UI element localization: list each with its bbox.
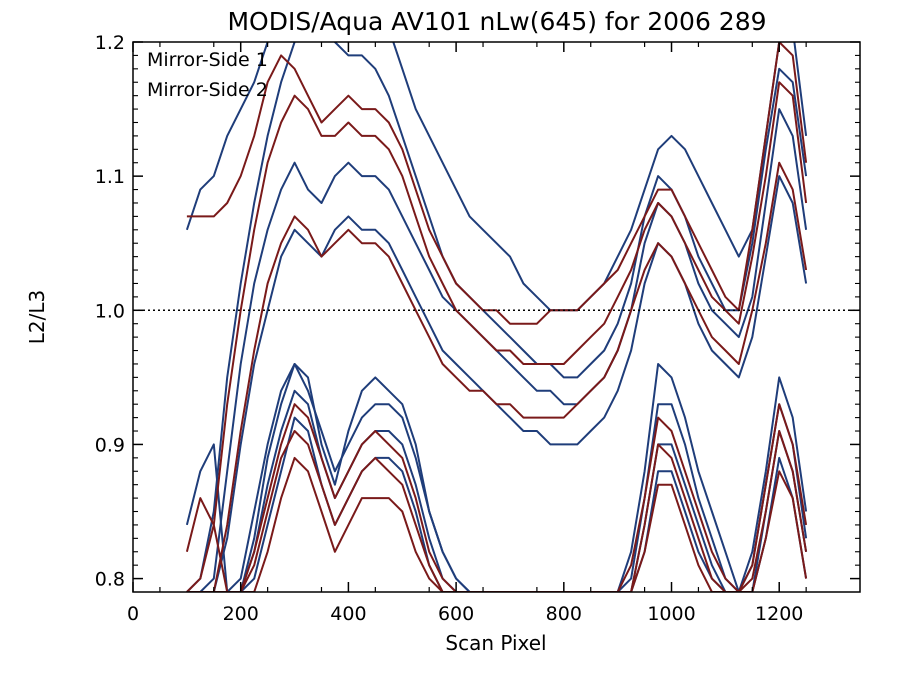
series-2-line-1 (186, 42, 808, 325)
x-tick-label: 200 (223, 603, 259, 625)
plot-frame (132, 41, 861, 593)
series-2-line-5 (186, 430, 808, 592)
y-tick-label: 1.1 (95, 166, 125, 188)
x-tick-label: 0 (127, 603, 139, 625)
y-tick-label: 0.8 (95, 569, 125, 591)
x-tick-label: 800 (546, 603, 582, 625)
series-2-line-3 (186, 161, 808, 592)
series-1-line-5 (185, 363, 808, 592)
series-2-line-4 (185, 403, 808, 592)
series-2-line-2 (186, 81, 808, 592)
series-1-line-6 (186, 363, 808, 592)
series-layer (185, 42, 808, 592)
x-tick-label: 1000 (647, 603, 695, 625)
y-tick-label: 1.0 (95, 300, 125, 322)
x-axis-label: Scan Pixel (445, 631, 546, 655)
x-tick-label: 1200 (755, 603, 803, 625)
series-1-line-1 (185, 42, 808, 312)
series-1-line-4 (186, 175, 808, 592)
series-1-line-2 (186, 42, 808, 592)
y-axis-label: L2/L3 (25, 290, 49, 344)
legend-entry-mirror-side-1: Mirror-Side 1 (147, 49, 268, 71)
legend-entry-mirror-side-2: Mirror-Side 2 (147, 79, 268, 101)
series-1-line-8 (186, 416, 808, 592)
ticks-layer: 0 200 400 600 800 1000 1200 0.8 0.9 1.0 1.1 1.2 (95, 32, 860, 625)
series-1-line-7 (186, 389, 808, 592)
y-tick-label: 1.2 (95, 32, 125, 54)
legend: Mirror-Side 1 Mirror-Side 2 (147, 49, 268, 101)
chart-title: MODIS/Aqua AV101 nLw(645) for 2006 289 (227, 7, 766, 36)
x-tick-label: 600 (438, 603, 474, 625)
y-tick-label: 0.9 (95, 434, 125, 456)
x-tick-label: 400 (330, 603, 366, 625)
series-2-line-6 (186, 456, 808, 592)
